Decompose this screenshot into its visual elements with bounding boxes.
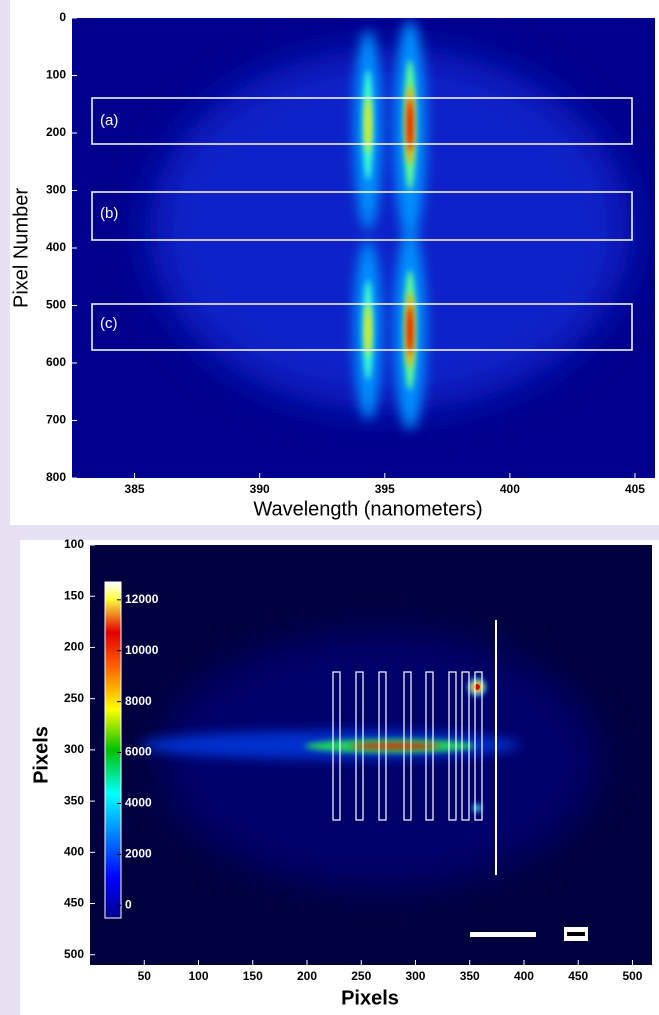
plume-image	[90, 545, 652, 965]
y-tick-label: 400	[46, 240, 66, 254]
y-tick-label: 100	[46, 68, 66, 82]
colorbar-tick-label: 0	[125, 897, 132, 911]
y-tick-label: 500	[64, 947, 84, 961]
y-tick-label: 200	[64, 640, 84, 654]
x-tick-label: 100	[188, 969, 208, 983]
colorbar-tick-label: 12000	[125, 592, 159, 606]
annotation: (b)	[100, 205, 118, 222]
x-tick-label: 200	[297, 969, 317, 983]
y-axis-label: Pixels	[30, 726, 52, 784]
y-tick-label: 450	[64, 896, 84, 910]
y-tick-label: 400	[64, 844, 84, 858]
colorbar-tick-label: 10000	[125, 643, 159, 657]
x-axis-label: Wavelength (nanometers)	[253, 498, 482, 520]
y-tick-label: 0	[59, 10, 66, 24]
x-tick-label: 50	[138, 969, 152, 983]
x-tick-label: 300	[405, 969, 425, 983]
x-tick-label: 400	[500, 482, 520, 496]
x-tick-label: 400	[514, 969, 534, 983]
y-tick-label: 600	[46, 355, 66, 369]
y-tick-label: 250	[64, 691, 84, 705]
annotation: (a)	[100, 112, 118, 129]
y-tick-label: 300	[64, 742, 84, 756]
colorbar-tick-label: 4000	[125, 796, 152, 810]
y-tick-label: 350	[64, 793, 84, 807]
x-tick-label: 500	[622, 969, 642, 983]
x-tick-label: 390	[250, 482, 270, 496]
y-tick-label: 100	[64, 537, 84, 551]
x-tick-label: 150	[243, 969, 263, 983]
x-tick-label: 250	[351, 969, 371, 983]
colorbar-tick-label: 2000	[125, 847, 152, 861]
y-tick-label: 200	[46, 125, 66, 139]
x-axis-label: Pixels	[341, 987, 399, 1009]
colorbar-tick-label: 8000	[125, 694, 152, 708]
x-tick-label: 450	[568, 969, 588, 983]
spectrum-image	[72, 18, 655, 478]
y-tick-label: 150	[64, 588, 84, 602]
colorbar-tick-label: 6000	[125, 745, 152, 759]
x-tick-label: 405	[625, 482, 645, 496]
x-tick-label: 385	[125, 482, 145, 496]
y-axis-label: Pixel Number	[10, 188, 32, 308]
x-tick-label: 350	[460, 969, 480, 983]
y-tick-label: 700	[46, 413, 66, 427]
y-tick-label: 500	[46, 298, 66, 312]
y-tick-label: 800	[46, 470, 66, 484]
annotation: (c)	[100, 315, 118, 332]
colorbar	[104, 581, 122, 919]
y-tick-label: 300	[46, 183, 66, 197]
x-tick-label: 395	[375, 482, 395, 496]
